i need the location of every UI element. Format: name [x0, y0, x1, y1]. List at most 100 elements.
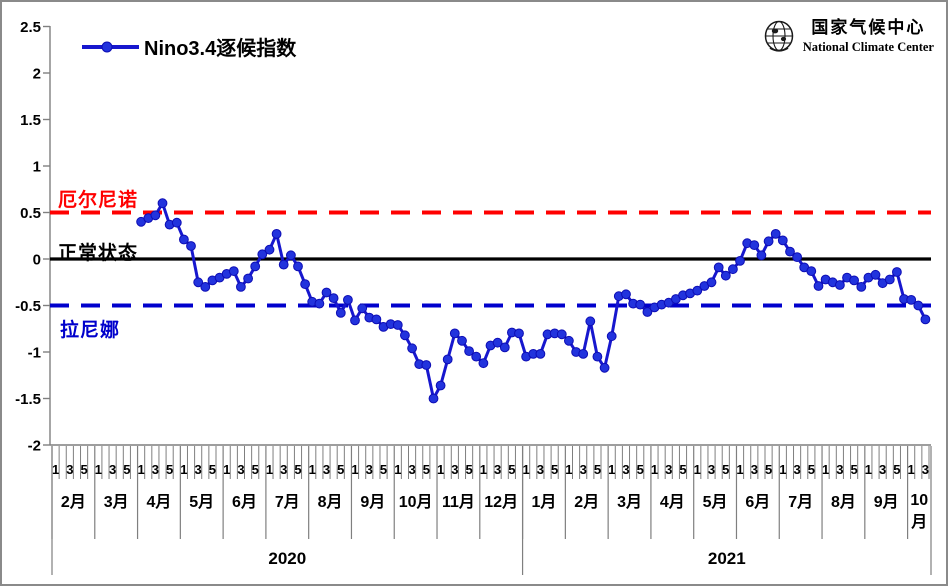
- svg-text:1: 1: [309, 462, 316, 477]
- svg-text:2020: 2020: [268, 549, 306, 568]
- svg-text:5: 5: [637, 462, 644, 477]
- svg-text:3: 3: [580, 462, 587, 477]
- svg-text:3: 3: [708, 462, 715, 477]
- el-nino-threshold-label: 厄尔尼诺: [58, 190, 139, 211]
- svg-text:3月: 3月: [104, 493, 129, 511]
- svg-text:3: 3: [836, 462, 843, 477]
- svg-text:1: 1: [523, 462, 530, 477]
- svg-text:1: 1: [736, 462, 743, 477]
- svg-text:2021: 2021: [708, 549, 746, 568]
- svg-text:2: 2: [33, 66, 41, 83]
- svg-text:3: 3: [622, 462, 629, 477]
- svg-text:1: 1: [33, 159, 41, 176]
- svg-text:5月: 5月: [189, 493, 214, 511]
- svg-text:3: 3: [366, 462, 373, 477]
- svg-text:1: 1: [180, 462, 187, 477]
- chart-legend: Nino3.4逐候指数: [80, 32, 296, 61]
- year-axis: 2020 2021: [51, 446, 746, 575]
- svg-text:3: 3: [451, 462, 458, 477]
- svg-text:7月: 7月: [275, 493, 300, 511]
- svg-text:1: 1: [865, 462, 872, 477]
- svg-text:1: 1: [266, 462, 273, 477]
- svg-text:1: 1: [822, 462, 829, 477]
- svg-text:5: 5: [594, 462, 601, 477]
- svg-text:1: 1: [608, 462, 615, 477]
- svg-text:1: 1: [651, 462, 658, 477]
- svg-text:1: 1: [908, 462, 915, 477]
- svg-text:3: 3: [66, 462, 73, 477]
- svg-text:3: 3: [494, 462, 501, 477]
- svg-text:5: 5: [679, 462, 686, 477]
- svg-text:3: 3: [922, 462, 929, 477]
- svg-text:3: 3: [408, 462, 415, 477]
- legend-series-label: Nino3.4逐候指数: [144, 38, 297, 60]
- svg-text:3: 3: [879, 462, 886, 477]
- svg-text:1: 1: [694, 462, 701, 477]
- svg-text:1: 1: [52, 462, 59, 477]
- svg-text:3: 3: [537, 462, 544, 477]
- svg-text:5: 5: [252, 462, 259, 477]
- svg-text:2月: 2月: [574, 493, 599, 511]
- svg-text:5: 5: [380, 462, 387, 477]
- svg-text:5: 5: [166, 462, 173, 477]
- svg-text:11月: 11月: [442, 493, 475, 511]
- y-axis: 2.5 2 1.5 1 0.5 0 -0.5 -1 -1.5 -2: [15, 19, 51, 455]
- svg-text:1: 1: [223, 462, 230, 477]
- svg-text:5: 5: [123, 462, 130, 477]
- svg-text:3: 3: [793, 462, 800, 477]
- svg-text:5: 5: [209, 462, 216, 477]
- svg-text:1: 1: [138, 462, 145, 477]
- svg-text:1月: 1月: [532, 493, 557, 511]
- nino-series: [140, 201, 927, 400]
- svg-text:-2: -2: [28, 438, 41, 455]
- svg-text:3月: 3月: [617, 493, 642, 511]
- legend-line-marker-icon: [82, 41, 139, 52]
- svg-text:5: 5: [465, 462, 472, 477]
- svg-text:4月: 4月: [146, 493, 171, 511]
- national-climate-center-logo: 国家气候中心 National Climate Center: [762, 18, 934, 56]
- normal-state-label: 正常状态: [58, 243, 139, 264]
- logo-cn-text: 国家气候中心: [811, 18, 926, 38]
- svg-text:-1.5: -1.5: [15, 391, 41, 408]
- svg-text:6月: 6月: [745, 493, 770, 511]
- logo-en-text: National Climate Center: [802, 39, 934, 54]
- svg-text:3: 3: [237, 462, 244, 477]
- svg-text:8月: 8月: [318, 493, 343, 511]
- svg-text:10: 10: [910, 492, 928, 509]
- svg-text:1: 1: [480, 462, 487, 477]
- svg-text:1: 1: [351, 462, 358, 477]
- svg-text:3: 3: [109, 462, 116, 477]
- nino-series-markers: [136, 198, 931, 404]
- svg-text:6月: 6月: [232, 493, 257, 511]
- svg-text:月: 月: [910, 513, 927, 531]
- svg-text:1: 1: [95, 462, 102, 477]
- svg-text:5: 5: [80, 462, 87, 477]
- svg-text:2.5: 2.5: [20, 19, 41, 36]
- svg-text:5: 5: [722, 462, 729, 477]
- svg-text:3: 3: [152, 462, 159, 477]
- svg-text:5: 5: [808, 462, 815, 477]
- svg-text:2月: 2月: [61, 493, 86, 511]
- svg-text:3: 3: [195, 462, 202, 477]
- svg-text:5月: 5月: [703, 493, 728, 511]
- svg-text:1.5: 1.5: [20, 112, 41, 129]
- svg-text:9月: 9月: [360, 493, 385, 511]
- svg-text:9月: 9月: [874, 493, 899, 511]
- svg-text:3: 3: [280, 462, 287, 477]
- svg-text:4月: 4月: [660, 493, 685, 511]
- svg-text:-1: -1: [28, 345, 41, 362]
- svg-text:10月: 10月: [399, 493, 433, 511]
- svg-text:-0.5: -0.5: [15, 298, 41, 315]
- svg-text:5: 5: [337, 462, 344, 477]
- svg-text:1: 1: [565, 462, 572, 477]
- svg-text:7月: 7月: [788, 493, 813, 511]
- svg-text:0: 0: [33, 252, 41, 269]
- svg-text:8月: 8月: [831, 493, 856, 511]
- svg-text:5: 5: [423, 462, 430, 477]
- svg-text:1: 1: [394, 462, 401, 477]
- svg-text:5: 5: [893, 462, 900, 477]
- svg-text:1: 1: [779, 462, 786, 477]
